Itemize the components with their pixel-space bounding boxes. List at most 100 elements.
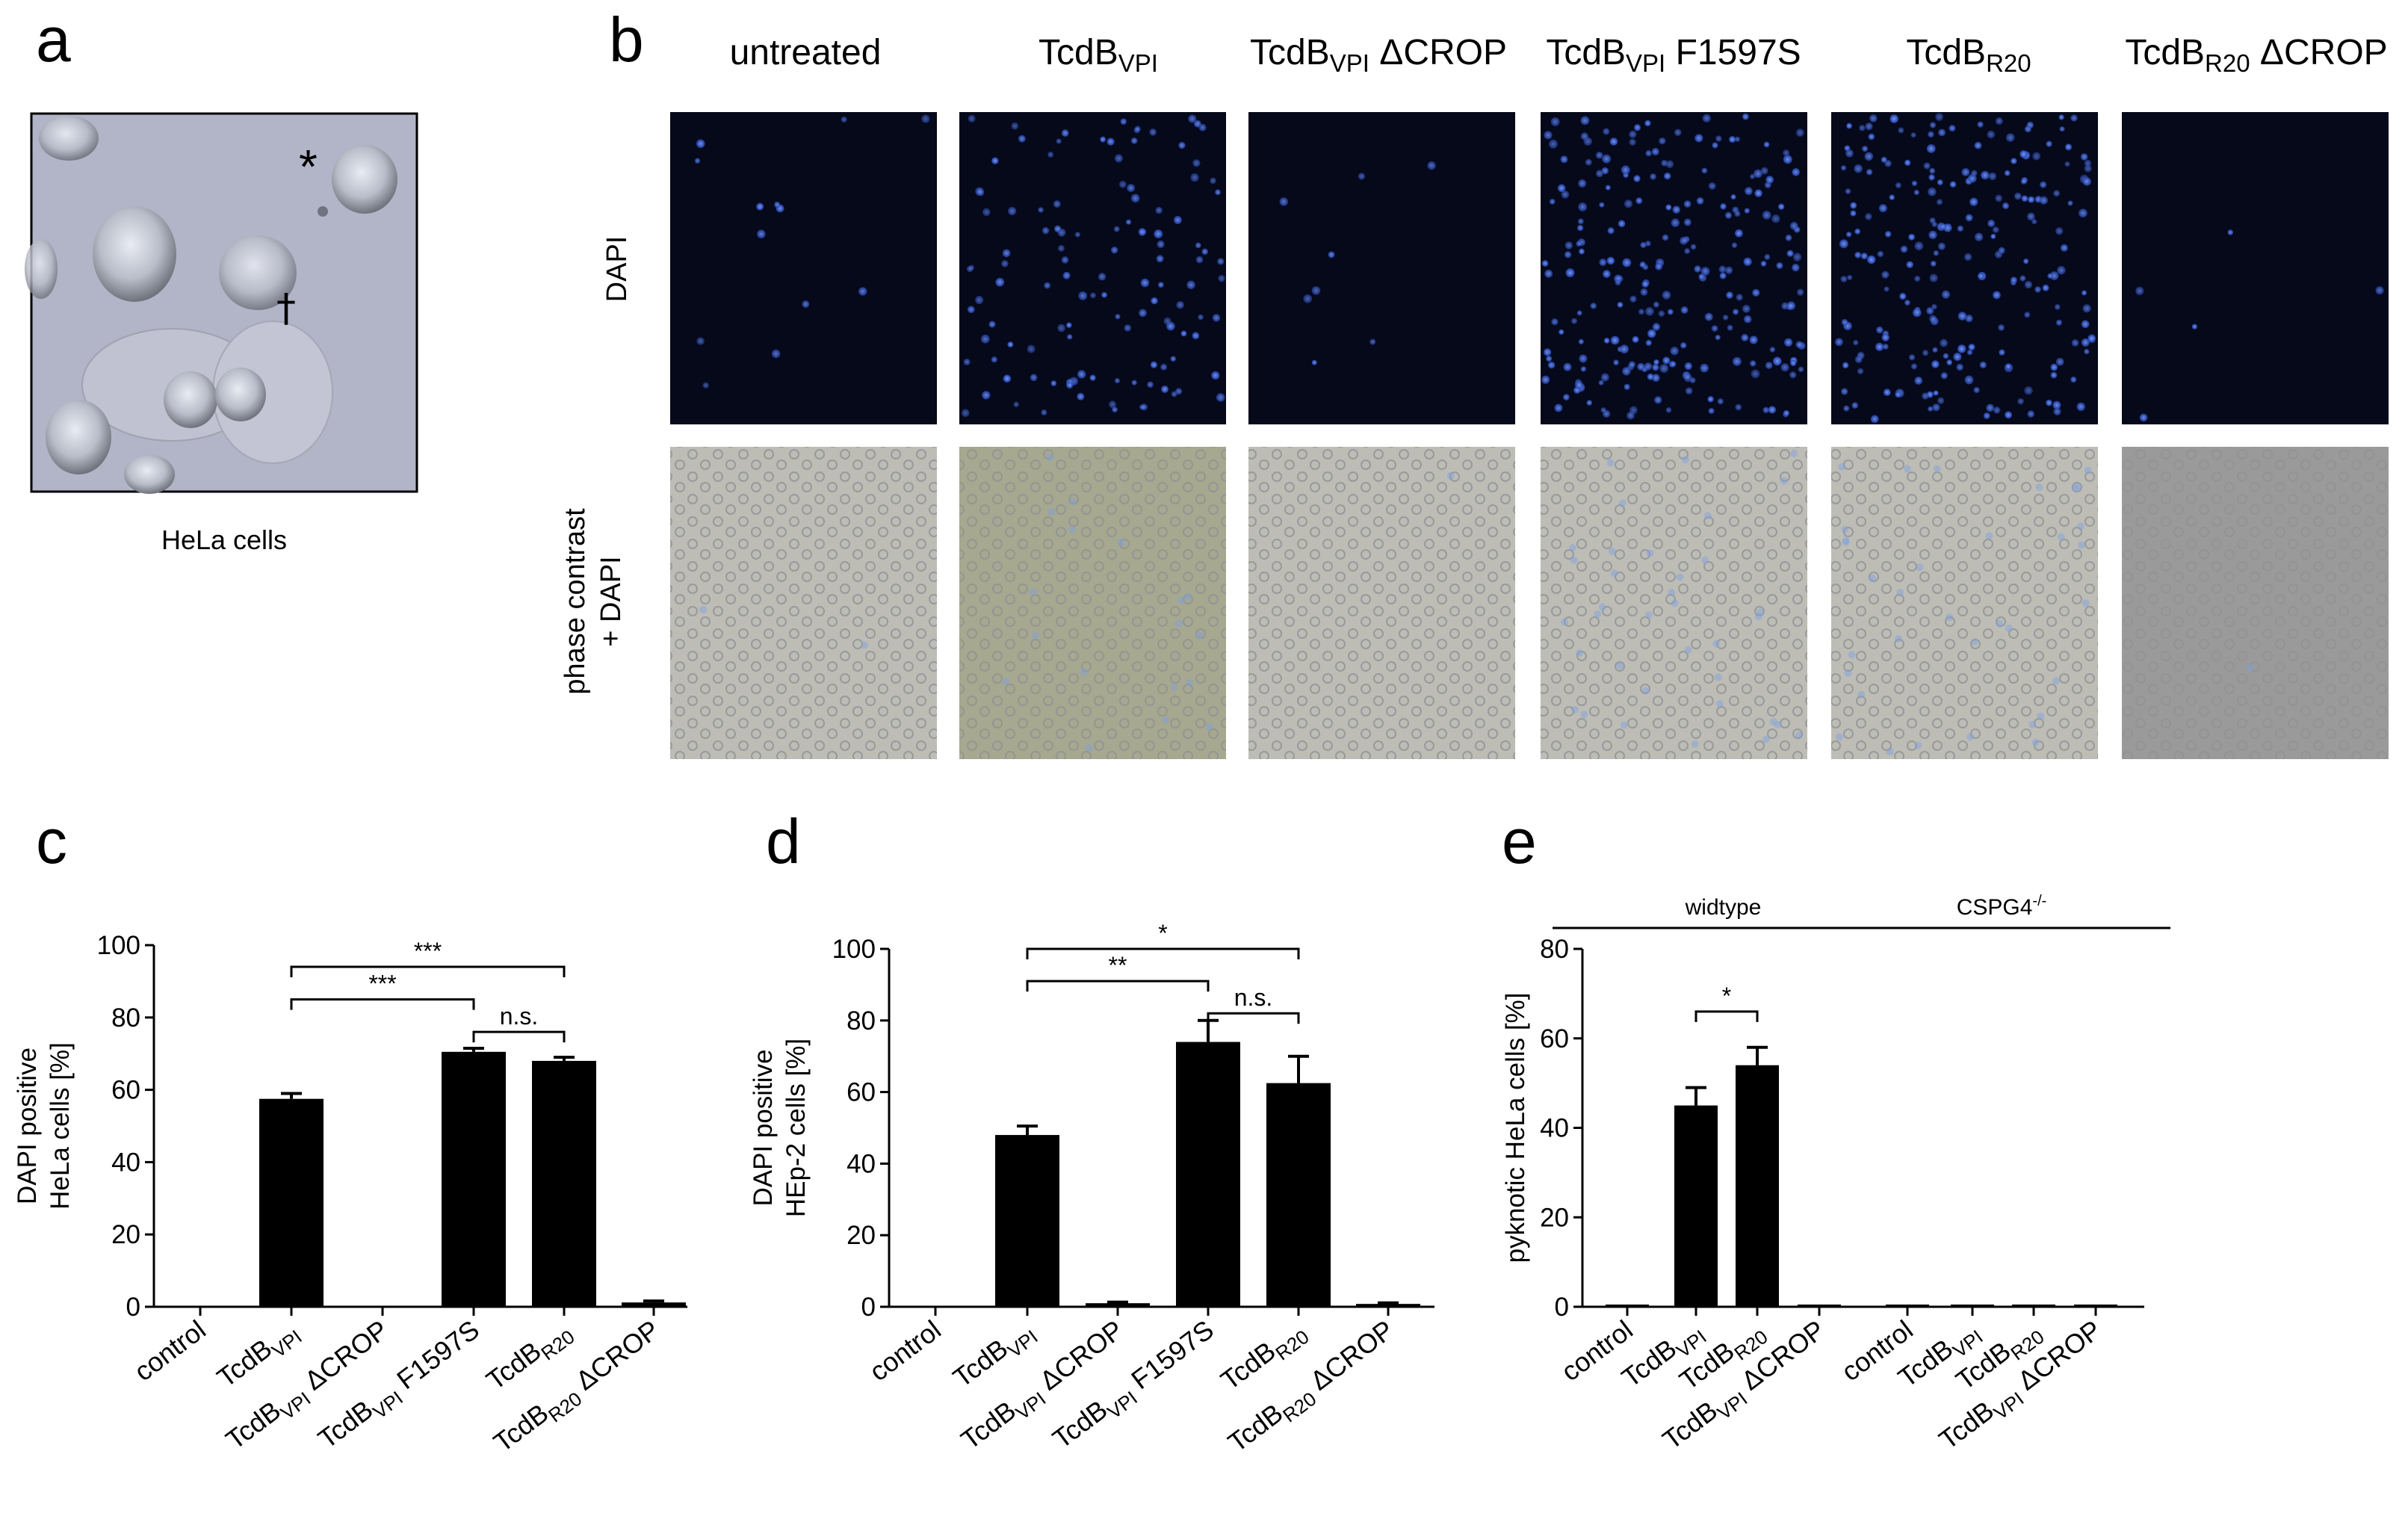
bar	[1736, 1065, 1779, 1307]
x-tick-label: TcdBVPI F1597S	[312, 1314, 489, 1459]
row-label-plus-dapi: + DAPI	[595, 556, 627, 646]
significance-label: ***	[414, 938, 442, 965]
group-label: widtype	[1685, 895, 1762, 920]
y-axis-label: pyknotic HeLa cells [%]	[1501, 993, 1530, 1263]
significance-label: *	[1158, 920, 1167, 947]
y-tick-label: 40	[1540, 1114, 1569, 1143]
panel-letter: e	[1502, 806, 1537, 876]
column-header: TcdBVPI F1597S	[1546, 33, 1801, 77]
panel-b-column-headers: untreated TcdBVPI TcdBVPI ΔCROP TcdBVPI F15…	[730, 33, 2388, 77]
dapi-image	[1541, 112, 1807, 424]
y-tick-label: 80	[846, 1006, 876, 1036]
y-tick-label: 0	[861, 1293, 876, 1322]
x-tick-label: TcdBVPI ΔCROP	[220, 1314, 397, 1461]
group-label: CSPG4-/-	[1957, 893, 2047, 920]
y-tick-label: 60	[846, 1078, 876, 1107]
bar	[1356, 1304, 1420, 1307]
y-tick-label: 20	[1540, 1203, 1569, 1232]
panel-b-micrographs	[670, 112, 2389, 759]
column-header: untreated	[730, 33, 882, 72]
x-tick-label: TcdBVPI F1597S	[1047, 1314, 1223, 1459]
dapi-image	[1248, 112, 1515, 424]
y-tick-label: 60	[1540, 1024, 1569, 1053]
dapi-image	[670, 112, 937, 424]
x-tick-label: control	[129, 1314, 211, 1387]
phase-contrast-image	[959, 447, 1226, 759]
panel-c-chart: c DAPI positive HeLa cells [%] 0 20 40 60 80 100…	[13, 806, 687, 1463]
column-header: TcdBR20	[1906, 33, 2031, 77]
significance-label: **	[1109, 952, 1127, 979]
bar	[2074, 1305, 2117, 1307]
asterisk-marker: *	[299, 140, 318, 194]
y-tick-label: 80	[111, 1003, 140, 1033]
x-tick-label: TcdBVPI	[947, 1314, 1042, 1399]
bar	[1606, 1305, 1649, 1307]
significance-bracket	[1207, 1012, 1300, 1024]
significance-bracket	[1026, 947, 1300, 959]
dapi-image	[959, 112, 1226, 424]
row-label-phase: phase contrast	[560, 508, 591, 695]
panel-letter: d	[766, 806, 801, 876]
panel-b-letter: b	[609, 4, 644, 75]
significance-bracket	[290, 965, 566, 978]
bar	[622, 1302, 686, 1307]
phase-contrast-image	[1248, 447, 1515, 759]
hela-micrograph	[25, 112, 418, 494]
bar	[1086, 1303, 1150, 1307]
bar	[1798, 1305, 1841, 1307]
y-tick-label: 80	[1540, 935, 1569, 964]
column-header: TcdBR20 ΔCROP	[2125, 33, 2387, 77]
significance-bracket	[1026, 980, 1210, 992]
x-tick-label: TcdBR20 ΔCROP	[1222, 1314, 1403, 1463]
bar	[1176, 1042, 1240, 1307]
significance-bracket	[290, 998, 475, 1010]
panel-b: b untreated TcdBVPI TcdBVPI ΔCROP TcdBVPI F…	[560, 4, 2389, 759]
panel-a-caption: HeLa cells	[161, 525, 287, 555]
y-tick-label: 20	[111, 1220, 140, 1249]
significance-label: n.s.	[500, 1003, 539, 1030]
phase-contrast-image	[1541, 447, 1807, 759]
phase-contrast-image	[670, 447, 937, 759]
bar	[259, 1098, 324, 1307]
y-tick-label: 100	[832, 935, 876, 964]
y-tick-label: 40	[111, 1148, 140, 1177]
significance-label: n.s.	[1234, 984, 1273, 1011]
x-tick-label: TcdBVPI ΔCROP	[955, 1314, 1132, 1461]
bar	[1951, 1305, 1994, 1307]
x-tick-label: TcdBR20 ΔCROP	[488, 1314, 669, 1463]
significance-bracket	[1694, 1010, 1759, 1022]
x-tick-label: TcdBR20	[480, 1314, 579, 1401]
panel-d-chart: d DAPI positive HEp-2 cells [%] 0 20 40 60 80 10…	[749, 806, 1434, 1463]
column-header: TcdBVPI ΔCROP	[1250, 33, 1507, 77]
panel-a-letter: a	[36, 4, 71, 75]
bar	[1674, 1105, 1718, 1307]
y-tick-label: 60	[111, 1076, 140, 1105]
dapi-image	[2122, 112, 2389, 424]
y-tick-label: 0	[126, 1293, 140, 1322]
bar	[2012, 1305, 2055, 1307]
significance-label: ***	[368, 971, 396, 997]
column-header: TcdBVPI	[1039, 33, 1158, 77]
phase-contrast-image	[1831, 447, 2098, 759]
phase-contrast-image	[2122, 447, 2389, 759]
y-tick-label: 20	[846, 1221, 876, 1250]
y-axis-label: DAPI positive HeLa cells [%]	[13, 1042, 75, 1210]
y-axis-label: DAPI positive HEp-2 cells [%]	[749, 1039, 811, 1217]
panel-letter: c	[36, 806, 67, 876]
panel-a: a * † HeLa cells	[25, 4, 418, 555]
dapi-image	[1831, 112, 2098, 424]
x-tick-label: TcdBR20	[1215, 1314, 1313, 1401]
y-tick-label: 100	[97, 931, 140, 960]
bar	[1886, 1305, 1929, 1307]
significance-label: *	[1722, 983, 1731, 1009]
bar	[532, 1060, 596, 1307]
x-tick-label: control	[864, 1314, 947, 1387]
bar	[1266, 1083, 1331, 1307]
y-tick-label: 40	[846, 1149, 876, 1178]
row-label-dapi: DAPI	[601, 236, 633, 303]
bar	[442, 1051, 506, 1307]
bar	[995, 1135, 1059, 1307]
dagger-marker: †	[276, 286, 296, 331]
